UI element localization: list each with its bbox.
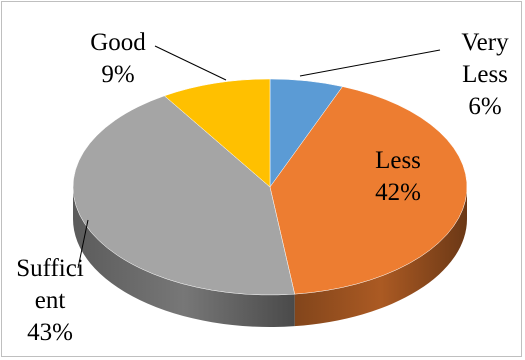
data-label-very-less: Very Less 6% (461, 29, 509, 120)
data-labels: Very Less 6% Less 42% Suffici ent 43% Good 9% (16, 29, 509, 346)
data-label-sufficient: Suffici ent 43% (16, 255, 84, 346)
data-label-less: Less 42% (375, 147, 421, 206)
leader-lines (77, 45, 441, 269)
slice-side-sufficient (73, 187, 295, 327)
data-label-good: Good 9% (90, 29, 146, 88)
leader-line-good (154, 45, 227, 81)
leader-line-sufficient (77, 219, 89, 269)
slice-side-less (294, 187, 467, 327)
pie-slices (72, 78, 468, 296)
slice-good (163, 78, 271, 188)
slice-sufficient (72, 95, 296, 296)
slice-less (269, 86, 468, 295)
leader-line-very-less (299, 49, 441, 77)
pie-sides (73, 187, 467, 327)
